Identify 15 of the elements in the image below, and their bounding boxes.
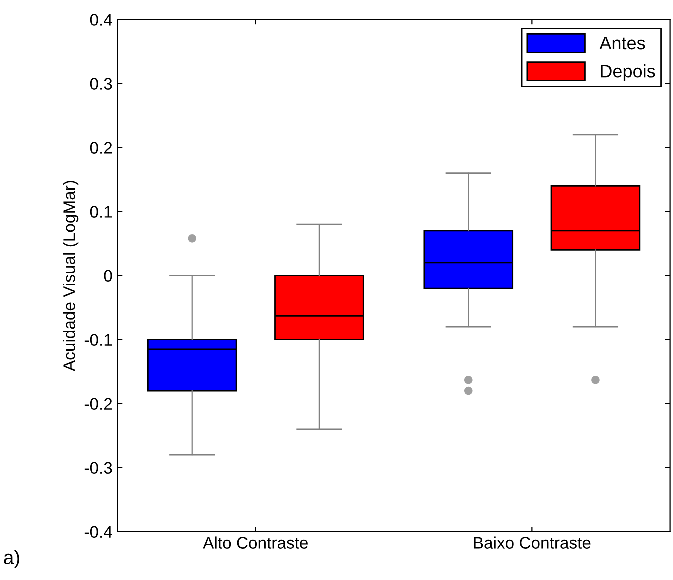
- legend-label: Depois: [601, 64, 656, 82]
- y-axis-title: Acuidade Visual (LogMar): [63, 181, 79, 372]
- y-tick-label: 0.4: [90, 14, 112, 26]
- y-tick-label: 0.2: [90, 142, 112, 154]
- x-tick-label: Baixo Contraste: [474, 536, 591, 549]
- y-tick-label: 0: [104, 270, 112, 282]
- y-tick-label: -0.4: [84, 526, 112, 538]
- y-tick-label: -0.3: [84, 462, 112, 474]
- text: a): [4, 550, 20, 568]
- y-tick-label: -0.1: [84, 334, 112, 346]
- legend-label: Antes: [600, 37, 646, 50]
- x-tick-label: Alto Contraste: [203, 536, 308, 549]
- y-tick-label: -0.2: [84, 398, 112, 410]
- y-tick-label: 0.3: [90, 78, 112, 90]
- y-tick-label: 0.1: [90, 206, 112, 218]
